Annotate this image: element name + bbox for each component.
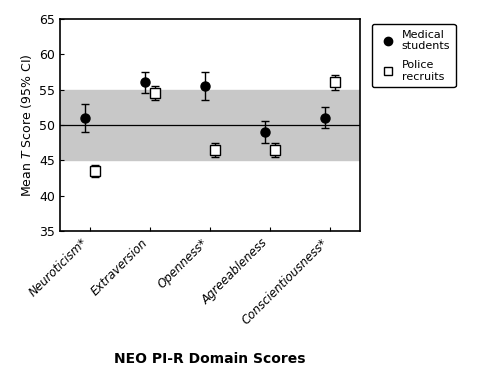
Y-axis label: Mean $\it{T}$ Score (95% CI): Mean $\it{T}$ Score (95% CI)	[18, 53, 34, 197]
Bar	[60, 90, 360, 160]
Text: NEO PI-R Domain Scores: NEO PI-R Domain Scores	[114, 351, 306, 366]
Legend: Medical
students, Police
recruits: Medical students, Police recruits	[372, 24, 456, 87]
